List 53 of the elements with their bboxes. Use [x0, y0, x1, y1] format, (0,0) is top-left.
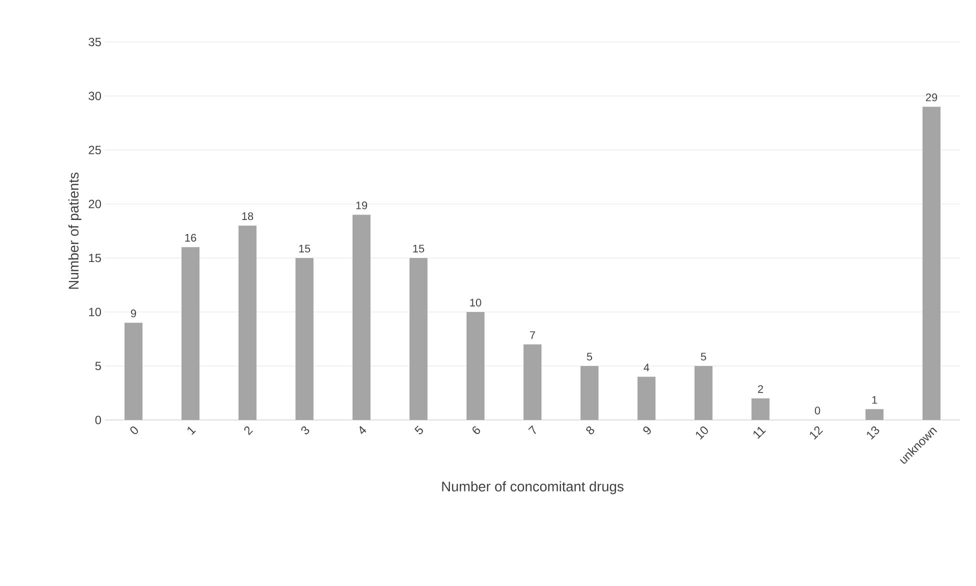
- y-tick-label: 0: [95, 416, 102, 424]
- data-label: 2: [758, 385, 764, 393]
- x-tick-label: 12: [810, 426, 823, 440]
- x-tick-label: 11: [753, 426, 766, 439]
- data-label: 29: [926, 94, 938, 102]
- x-tick-label: 2: [244, 426, 253, 436]
- bar: [524, 344, 542, 420]
- y-tick-label: 15: [89, 254, 101, 262]
- bar: [752, 398, 770, 420]
- y-tick-label: 25: [88, 146, 101, 154]
- y-tick-label: 35: [88, 38, 101, 46]
- y-tick-label: 5: [95, 362, 101, 370]
- data-label: 16: [185, 234, 196, 242]
- bar: [410, 258, 428, 420]
- data-label: 0: [814, 406, 820, 414]
- data-label: 9: [130, 310, 136, 318]
- bar: [866, 409, 884, 420]
- x-tick-label: 13: [866, 426, 880, 440]
- data-label: 15: [299, 244, 310, 252]
- x-tick-label: 3: [301, 426, 310, 434]
- data-label: 10: [470, 298, 482, 306]
- bar: [296, 258, 314, 420]
- data-label: 15: [413, 244, 424, 252]
- data-label: 4: [644, 364, 650, 372]
- y-tick-label: 30: [88, 92, 102, 100]
- x-tick-label: 9: [643, 426, 651, 434]
- bar: [694, 366, 713, 420]
- data-label: 5: [700, 352, 706, 360]
- bar: [580, 366, 599, 420]
- data-label: 19: [356, 202, 368, 210]
- data-label: 1: [872, 396, 878, 404]
- bar: [182, 247, 200, 420]
- x-tick-label: 8: [586, 426, 594, 434]
- x-axis-title: Number of concomitant drugs: [442, 481, 624, 494]
- bar: [124, 322, 143, 420]
- x-tick-label: 4: [360, 426, 366, 434]
- x-tick-label: 6: [472, 426, 480, 434]
- x-tick-label: 1: [188, 426, 196, 435]
- y-tick-label: 20: [88, 200, 102, 208]
- data-label: 18: [242, 212, 254, 220]
- y-axis-title: Number of patients: [68, 172, 82, 289]
- y-tick-label: 10: [89, 308, 102, 316]
- bar: [466, 312, 485, 420]
- x-tick-label: 5: [414, 426, 423, 434]
- bar: [638, 376, 656, 420]
- bar: [238, 226, 257, 420]
- data-label: 5: [586, 352, 592, 360]
- x-tick-label: 0: [130, 426, 138, 434]
- x-tick-label: 10: [696, 426, 708, 440]
- data-label: 7: [530, 331, 536, 339]
- bar: [352, 214, 371, 420]
- bar: [922, 106, 941, 420]
- x-tick-label: 7: [528, 425, 536, 434]
